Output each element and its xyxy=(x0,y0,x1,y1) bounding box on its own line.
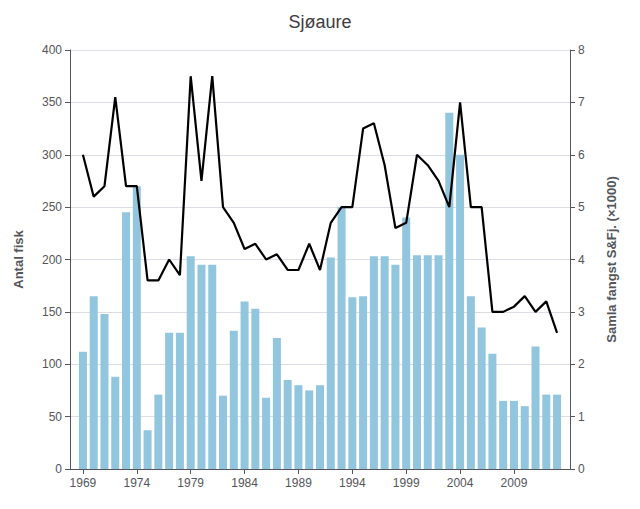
svg-text:6: 6 xyxy=(578,148,585,162)
svg-text:200: 200 xyxy=(42,253,62,267)
svg-text:3: 3 xyxy=(578,305,585,319)
svg-text:2009: 2009 xyxy=(501,476,528,490)
svg-text:150: 150 xyxy=(42,305,62,319)
svg-text:2: 2 xyxy=(578,357,585,371)
svg-text:50: 50 xyxy=(49,410,63,424)
svg-text:8: 8 xyxy=(578,43,585,57)
svg-text:0: 0 xyxy=(55,462,62,476)
svg-text:300: 300 xyxy=(42,148,62,162)
svg-text:100: 100 xyxy=(42,357,62,371)
svg-text:7: 7 xyxy=(578,95,585,109)
svg-text:1989: 1989 xyxy=(285,476,312,490)
svg-text:4: 4 xyxy=(578,253,585,267)
svg-text:Antal fisk: Antal fisk xyxy=(11,229,26,288)
svg-text:1: 1 xyxy=(578,410,585,424)
svg-text:5: 5 xyxy=(578,200,585,214)
svg-text:350: 350 xyxy=(42,95,62,109)
svg-text:400: 400 xyxy=(42,43,62,57)
svg-text:1974: 1974 xyxy=(123,476,150,490)
svg-text:Sjøaure: Sjøaure xyxy=(288,12,351,32)
svg-text:1984: 1984 xyxy=(231,476,258,490)
svg-text:1979: 1979 xyxy=(177,476,204,490)
svg-text:2004: 2004 xyxy=(447,476,474,490)
svg-text:250: 250 xyxy=(42,200,62,214)
svg-text:1999: 1999 xyxy=(393,476,420,490)
svg-text:1969: 1969 xyxy=(70,476,97,490)
svg-text:Samla fangst S&Fj. (×1000): Samla fangst S&Fj. (×1000) xyxy=(604,176,619,343)
svg-text:1994: 1994 xyxy=(339,476,366,490)
svg-text:0: 0 xyxy=(578,462,585,476)
